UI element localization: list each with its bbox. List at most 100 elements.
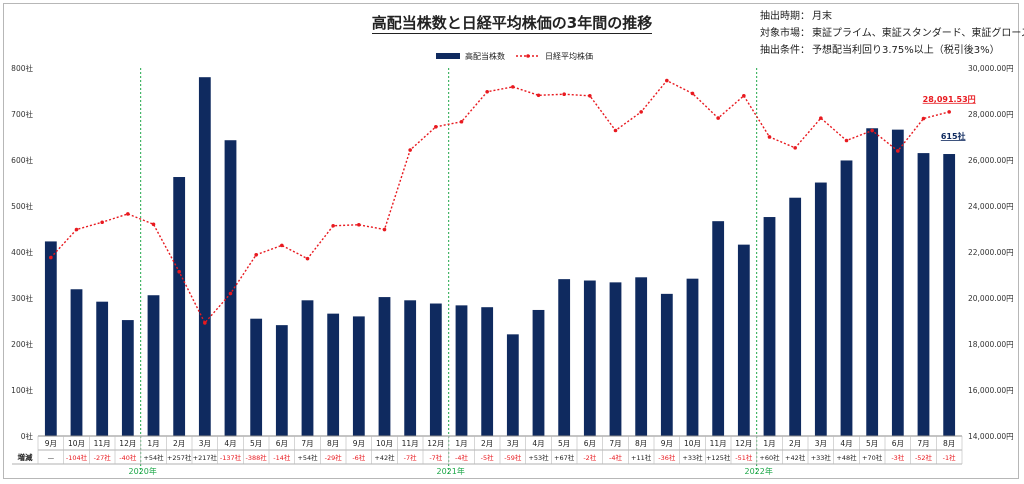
y-right-tick-label: 24,000.00円: [968, 202, 1014, 211]
x-tick-label: 9月: [45, 439, 57, 448]
nikkei-point: [177, 269, 181, 274]
bar: [147, 295, 160, 436]
meta-label: 対象市場：: [760, 28, 810, 39]
bar: [506, 334, 519, 436]
x-tick-label: 11月: [710, 439, 727, 448]
nikkei-point: [331, 223, 335, 228]
y-right-tick-label: 26,000.00円: [968, 156, 1014, 165]
x-tick-label: 7月: [301, 439, 313, 448]
change-value: -6社: [352, 453, 365, 462]
bar: [481, 307, 494, 436]
y-left-tick-label: 200社: [11, 339, 33, 349]
meta-value: 東証プライム、東証スタンダード、東証グロース: [812, 28, 1024, 39]
bar: [558, 279, 571, 436]
x-tick-label: 8月: [635, 439, 647, 448]
x-tick-label: 6月: [584, 439, 596, 448]
nikkei-point: [357, 222, 361, 227]
y-left-tick-label: 500社: [11, 201, 33, 211]
y-left-tick-label: 800社: [11, 63, 33, 73]
bar: [583, 280, 596, 436]
bar: [404, 300, 417, 436]
bar: [866, 128, 879, 436]
x-tick-label: 4月: [840, 439, 852, 448]
nikkei-point: [536, 93, 541, 98]
bar: [327, 313, 340, 436]
x-tick-label: 8月: [943, 439, 955, 448]
x-tick-label: 6月: [892, 439, 904, 448]
change-value: -7社: [429, 453, 442, 462]
nikkei-point: [228, 291, 233, 296]
y-right-tick-label: 28,000.00円: [968, 110, 1014, 119]
meta-row-market: 対象市場： 東証プライム、東証スタンダード、東証グロース: [760, 25, 1024, 42]
change-value: -388社: [246, 453, 268, 462]
meta-label: 抽出時期：: [760, 11, 810, 22]
nikkei-point: [511, 85, 515, 89]
nikkei-point: [434, 124, 438, 129]
y-left-tick-label: 600社: [11, 155, 33, 165]
x-tick-label: 3月: [507, 439, 519, 448]
change-value: +33社: [682, 453, 703, 462]
nikkei-point: [126, 212, 130, 216]
nikkei-point: [562, 92, 566, 97]
nikkei-point: [613, 128, 618, 133]
nikkei-point: [74, 227, 79, 232]
bar: [44, 241, 57, 436]
x-tick-label: 2月: [789, 439, 801, 448]
x-tick-label: 10月: [68, 439, 85, 448]
change-value: -104社: [66, 453, 88, 462]
meta-row-period: 抽出時期： 月末: [760, 8, 1024, 25]
nikkei-point: [819, 116, 823, 120]
change-value: +11社: [631, 453, 652, 462]
change-value: +42社: [785, 453, 806, 462]
x-tick-label: 12月: [119, 439, 136, 448]
x-tick-label: 2月: [173, 439, 185, 448]
bar: [814, 182, 827, 436]
y-right-tick-label: 14,000.00円: [968, 432, 1014, 441]
nikkei-point: [639, 110, 643, 114]
change-value: —: [48, 454, 55, 462]
bar: [429, 303, 442, 436]
x-tick-label: 3月: [815, 439, 827, 448]
bar: [917, 153, 930, 436]
change-value: -137社: [220, 453, 242, 462]
meta-info: 抽出時期： 月末 対象市場： 東証プライム、東証スタンダード、東証グロース 抽出条件…: [760, 8, 1024, 59]
y-right-tick-label: 22,000.00円: [968, 248, 1014, 257]
legend-line-marker: [526, 54, 530, 58]
y-right-tick-label: 18,000.00円: [968, 340, 1014, 349]
nikkei-point: [767, 135, 772, 139]
nikkei-point: [896, 149, 900, 153]
x-tick-label: 4月: [224, 439, 236, 448]
change-value: +217社: [193, 453, 218, 462]
chart-title-text: 高配当株数と日経平均株価の3年間の推移: [371, 14, 653, 34]
bar: [891, 129, 904, 436]
change-value: -7社: [404, 453, 417, 462]
x-tick-label: 12月: [735, 439, 752, 448]
year-label: 2020年: [128, 466, 156, 476]
nikkei-point: [305, 256, 310, 261]
nikkei-point: [459, 119, 464, 124]
x-tick-label: 5月: [866, 439, 878, 448]
meta-value: 月末: [812, 11, 832, 22]
change-row-label: 増減: [18, 452, 33, 462]
nikkei-point: [690, 91, 695, 96]
x-tick-label: 5月: [250, 439, 262, 448]
change-value: +33社: [811, 453, 832, 462]
bar: [198, 77, 211, 436]
bar: [840, 160, 853, 436]
nikkei-point: [382, 227, 387, 232]
meta-row-condition: 抽出条件： 予想配当利回り3.75%以上（税引後3%）: [760, 42, 1024, 59]
nikkei-point: [921, 116, 926, 121]
bar: [686, 278, 699, 436]
nikkei-point: [793, 146, 797, 150]
last-price-label: 28,091.53円: [923, 95, 976, 104]
bar: [301, 300, 314, 436]
x-tick-label: 11月: [402, 439, 419, 448]
bar: [737, 244, 750, 436]
bar: [532, 309, 545, 436]
nikkei-point: [408, 148, 412, 152]
x-tick-label: 9月: [661, 439, 673, 448]
bar: [250, 318, 263, 436]
legend-bar-label: 高配当株数: [465, 51, 505, 61]
y-left-tick-label: 300社: [11, 293, 33, 303]
bar: [70, 289, 83, 436]
